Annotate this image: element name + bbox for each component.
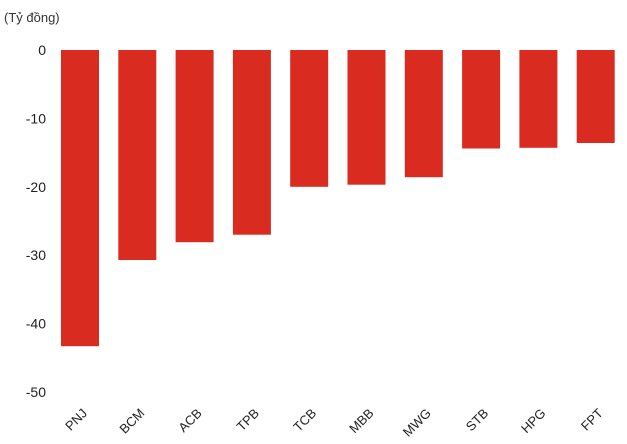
bar-hpg <box>519 50 558 148</box>
y-tick-label: -20 <box>26 179 46 195</box>
x-tick-label: MWG <box>400 406 434 440</box>
bar-tcb <box>290 50 329 187</box>
unit-label: (Tỷ đồng) <box>4 10 60 25</box>
y-tick-label: -50 <box>26 384 46 400</box>
bar-mbb <box>347 50 386 185</box>
y-tick-label: -40 <box>26 316 46 332</box>
bar-bcm <box>118 50 157 260</box>
x-tick-label: MBB <box>346 406 377 437</box>
bar-acb <box>175 50 214 243</box>
y-tick-label: 0 <box>38 42 46 58</box>
bar-mwg <box>404 50 443 178</box>
x-tick-label: PNJ <box>62 406 90 434</box>
bar-stb <box>462 50 501 149</box>
bar-pnj <box>61 50 99 347</box>
x-tick-label: HPG <box>518 406 549 437</box>
y-tick-label: -30 <box>26 247 46 263</box>
y-tick-label: -10 <box>26 110 46 126</box>
x-tick-label: TPB <box>234 406 262 434</box>
x-tick-label: BCM <box>116 406 147 437</box>
y-axis: 0 -10 -20 -30 -40 -50 <box>26 42 46 400</box>
x-axis: PNJ BCM ACB TPB TCB MBB MWG STB HPG FPT <box>62 405 606 439</box>
x-tick-label: FPT <box>578 405 606 433</box>
x-tick-label: STB <box>463 406 491 434</box>
bars <box>61 50 615 347</box>
x-tick-label: ACB <box>175 406 205 436</box>
x-tick-label: TCB <box>290 406 319 435</box>
bar-fpt <box>576 50 615 143</box>
bar-tpb <box>232 50 271 235</box>
